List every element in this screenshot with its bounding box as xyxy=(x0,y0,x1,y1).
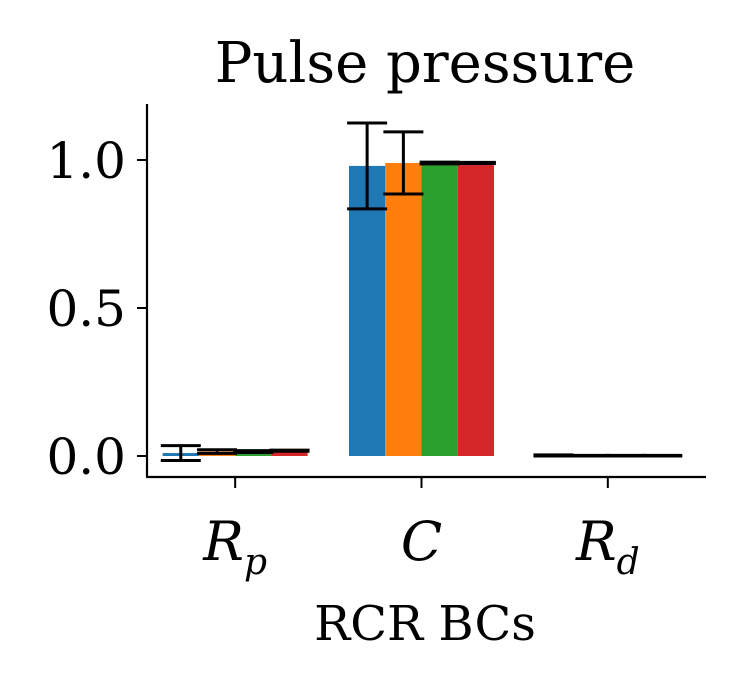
y-tick-label: 0.5 xyxy=(46,280,126,338)
error-bar xyxy=(605,453,646,458)
bar xyxy=(385,162,422,456)
bar xyxy=(457,162,494,456)
chart-title: Pulse pressure xyxy=(215,31,636,96)
error-bar xyxy=(642,453,683,458)
x-ticks: Rp C Rd xyxy=(202,477,640,583)
error-bar xyxy=(269,448,310,453)
error-bar xyxy=(347,121,388,211)
error-bar xyxy=(569,453,610,458)
x-tick-subscript: d xyxy=(617,542,640,583)
error-bar xyxy=(383,130,424,196)
bar xyxy=(271,450,308,456)
bar xyxy=(349,165,386,457)
x-tick-label: Rd xyxy=(575,510,640,583)
error-bar xyxy=(160,444,201,462)
y-tick-label: 1.0 xyxy=(46,132,126,190)
error-bar xyxy=(533,453,574,458)
plot-area xyxy=(160,121,683,462)
y-ticks: 0.0 0.5 1.0 xyxy=(46,132,147,486)
bar xyxy=(421,162,458,456)
error-bar xyxy=(455,160,496,166)
error-bar xyxy=(197,448,238,455)
x-axis-label: RCR BCs xyxy=(314,596,536,652)
x-tick-label: C xyxy=(401,510,442,573)
y-tick-label: 0.0 xyxy=(46,428,126,486)
x-tick-subscript: p xyxy=(244,542,267,583)
error-bar xyxy=(419,160,460,166)
error-bar xyxy=(233,449,274,454)
x-tick-label: Rp xyxy=(202,510,267,583)
